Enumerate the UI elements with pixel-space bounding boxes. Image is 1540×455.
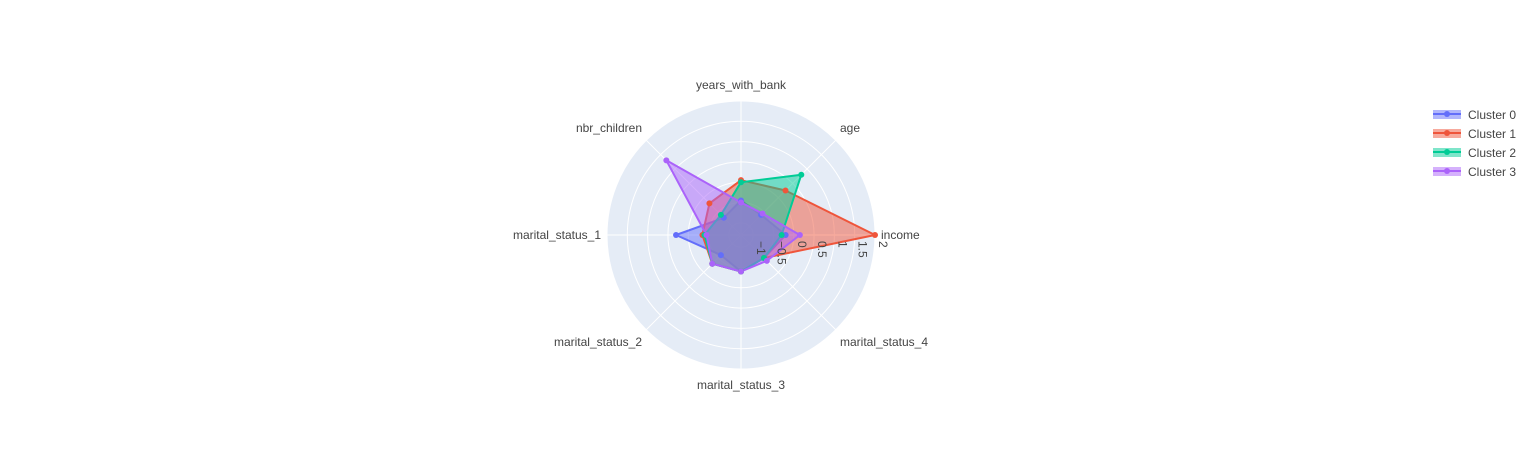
legend-swatch-cluster-1 [1430,124,1464,143]
radial-tick-label: 0.5 [815,241,829,258]
series-point-1 [872,232,878,238]
category-label: marital_status_4 [840,335,928,349]
series-point-3 [763,257,770,264]
legend-label: Cluster 2 [1468,145,1517,160]
category-label: income [881,228,920,242]
series-point-0 [673,232,680,238]
legend-label: Cluster 3 [1468,164,1517,179]
series-point-3 [709,260,716,267]
radial-tick-label: −0.5 [774,241,788,265]
series-point-3 [738,199,744,206]
legend-item-cluster-2[interactable]: Cluster 2 [1430,143,1516,162]
category-label: years_with_bank [696,78,787,92]
legend-item-cluster-1[interactable]: Cluster 1 [1430,124,1516,143]
series-point-3 [663,157,670,164]
radial-tick-label: 0 [795,241,809,248]
legend-swatch-cluster-0 [1430,105,1464,124]
radial-tick-label: 1 [835,241,849,248]
series-point-2 [798,171,805,178]
legend-label: Cluster 1 [1468,126,1517,141]
series-point-2 [738,179,744,186]
series-point-1 [706,200,713,207]
series-point-2 [778,232,785,238]
series-point-3 [796,232,803,238]
series-point-3 [759,210,766,217]
radial-tick-label: 2 [876,241,890,248]
legend-swatch-cluster-2 [1430,143,1464,162]
series-point-3 [703,232,710,238]
series-point-3 [738,268,744,275]
legend-item-cluster-0[interactable]: Cluster 0 [1430,105,1516,124]
category-label: marital_status_1 [513,228,601,242]
category-label: nbr_children [576,121,642,135]
series-point-2 [717,211,724,218]
series-point-0 [717,252,724,259]
category-label: age [840,121,860,135]
radial-tick-label: −1 [754,241,768,255]
series-point-1 [782,187,789,194]
legend-label: Cluster 0 [1468,107,1517,122]
radial-tick-label: 1.5 [856,241,870,258]
category-label: marital_status_3 [697,378,785,392]
legend-swatch-cluster-3 [1430,162,1464,181]
legend: Cluster 0 Cluster 1 Cluster 2 Cluster 3 [1430,105,1516,181]
legend-item-cluster-3[interactable]: Cluster 3 [1430,162,1516,181]
category-label: marital_status_2 [554,335,642,349]
